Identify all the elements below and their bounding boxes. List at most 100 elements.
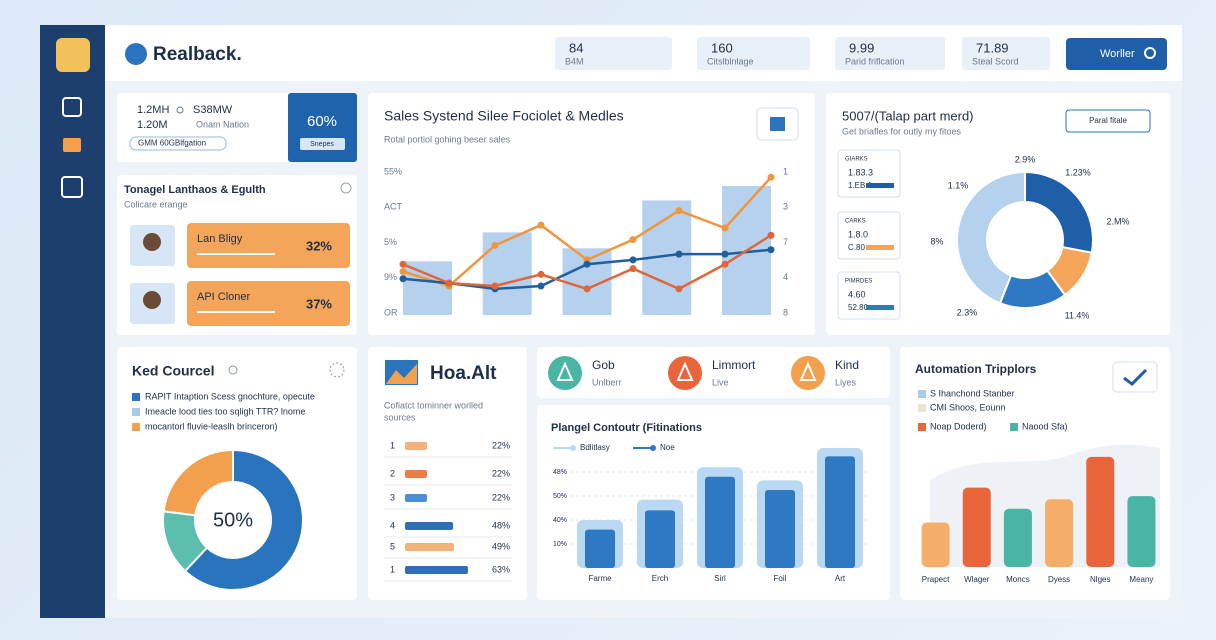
avatar-face	[143, 291, 161, 309]
sources-logo-glyph	[386, 364, 417, 384]
status-sub: Live	[712, 377, 729, 387]
summary-chip-label[interactable]: GMM 60GBlfgation	[138, 139, 206, 148]
x-tick-label: Erch	[652, 574, 668, 583]
line-point	[445, 279, 453, 287]
bar	[585, 529, 615, 568]
status-glyph	[676, 361, 694, 381]
value-label: 63%	[492, 564, 510, 574]
donut-callout: 2.M%	[1106, 216, 1129, 226]
row-label: 3	[390, 492, 395, 502]
line-point	[537, 270, 545, 278]
highlight-button-label[interactable]: Snepes	[310, 141, 334, 148]
hbar	[405, 494, 427, 502]
line-point	[767, 231, 775, 239]
list-item: mocantorl fluvie-leaslh brinceron)	[145, 421, 278, 431]
settings-icon[interactable]	[329, 362, 345, 378]
y2-label: 8	[783, 307, 788, 317]
info-icon[interactable]	[340, 182, 352, 194]
stat-value: 71.89	[976, 40, 1009, 55]
person-value: 37%	[306, 296, 332, 311]
sidebar-logo[interactable]	[56, 38, 90, 72]
person-card[interactable]	[187, 281, 350, 326]
list-item: RAPIT Intaption Scess gnochture, opecute	[145, 391, 315, 401]
mini-card-value: 4.60	[848, 289, 866, 299]
legend-label: Noap Doderd)	[930, 421, 987, 431]
bar	[962, 487, 991, 567]
check-glyph	[1123, 368, 1148, 386]
people-title: Tonagel Lanthaos & Egulth	[124, 184, 266, 196]
bar	[403, 261, 452, 315]
summary-chip[interactable]	[129, 136, 227, 151]
person-name: API Cloner	[197, 291, 251, 303]
line-point	[399, 275, 407, 283]
line-point	[399, 260, 407, 268]
status-title: Kind	[835, 358, 859, 372]
nav-icon[interactable]	[61, 176, 83, 198]
x-tick-label: Wlager	[964, 575, 990, 584]
status-card	[537, 347, 890, 398]
stat-label: Steal Scord	[972, 56, 1019, 66]
destinations-title: Plangel Contoutr (Fitinations	[551, 422, 702, 434]
mini-card-bar	[866, 245, 894, 250]
hbar	[405, 470, 427, 478]
person-value: 32%	[306, 238, 332, 253]
share-button[interactable]	[1065, 109, 1151, 133]
bar	[705, 476, 735, 568]
summary-line: 1.2MH	[137, 104, 169, 116]
legend-label: Naood Sfa)	[1022, 421, 1068, 431]
highlight-button[interactable]	[300, 138, 345, 150]
nav-icon[interactable]	[63, 138, 81, 152]
y-tick-label: 10%	[553, 541, 567, 548]
council-icon	[228, 365, 238, 375]
status-icon	[548, 356, 582, 390]
row-label: 1	[390, 564, 395, 574]
legend-swatch	[918, 390, 926, 398]
person-name: Lan Bligy	[197, 233, 243, 245]
legend-label: S Ihanchond Stanber	[930, 388, 1015, 398]
value-label: 49%	[492, 541, 510, 551]
sources-title: Hoa.Alt	[430, 363, 497, 384]
list-marker	[132, 423, 140, 431]
stat-box	[697, 37, 810, 70]
hbar	[405, 566, 468, 574]
check-button[interactable]	[1112, 361, 1158, 393]
mini-card-sub: C.80	[848, 243, 865, 252]
bar	[825, 456, 855, 568]
status-icon	[668, 356, 702, 390]
bar	[482, 232, 532, 315]
person-card[interactable]	[187, 223, 350, 268]
line-point	[767, 173, 775, 181]
x-tick-label: Nlges	[1090, 575, 1110, 584]
status-sub: Liyes	[835, 377, 857, 387]
sales-icon-glyph	[770, 117, 785, 131]
stat-label: Citslblnlage	[707, 56, 754, 66]
nav-icon[interactable]	[62, 97, 82, 117]
stat-box	[962, 37, 1050, 70]
line-point	[721, 250, 729, 258]
donut-callout: 2.9%	[1015, 154, 1036, 164]
line-point	[399, 268, 407, 275]
y2-label: 1	[783, 166, 788, 176]
legend-label: CMI Shoos, Eounn	[930, 402, 1006, 412]
donut-segment	[183, 448, 304, 591]
stat-box	[555, 37, 672, 70]
avatar-face	[143, 233, 161, 251]
header-button[interactable]	[1066, 38, 1167, 70]
line-point	[629, 265, 637, 273]
share-button-label[interactable]: Paral fitale	[1089, 116, 1127, 125]
row-label: 1	[390, 440, 395, 450]
header-button-label[interactable]: Worller	[1100, 48, 1135, 60]
summary-line: 1.20M	[137, 119, 168, 131]
legend-label: Bdlitlasy	[580, 443, 610, 452]
x-tick-label: Meany	[1129, 575, 1153, 584]
bar	[1003, 508, 1032, 567]
y-label: 5%	[384, 237, 397, 247]
stat-value: 9.99	[849, 40, 874, 55]
stat-value: 160	[711, 40, 733, 55]
sales-title: Sales Systend Silee Fociolet & Medles	[384, 108, 624, 124]
donut-callout: 1.1%	[948, 180, 969, 190]
y2-label: 4	[783, 272, 788, 282]
y2-label: 7	[783, 237, 788, 247]
y-tick-label: 48%	[553, 469, 567, 476]
y2-label: 3	[783, 202, 788, 212]
